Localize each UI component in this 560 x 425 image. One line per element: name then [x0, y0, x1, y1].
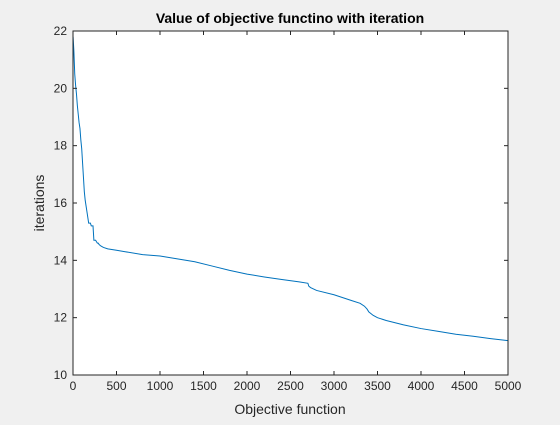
x-tick-label: 500 [106, 379, 126, 393]
plot-area [73, 31, 508, 375]
x-tick-label: 5000 [495, 379, 522, 393]
y-tick-label: 18 [54, 139, 68, 153]
x-tick-label: 1500 [190, 379, 217, 393]
series-line [72, 36, 509, 342]
y-tick-label: 20 [54, 81, 68, 95]
y-tick-label: 14 [54, 253, 68, 267]
y-tick-label: 16 [54, 196, 68, 210]
y-axis-label: iterations [31, 175, 47, 232]
x-tick-label: 0 [70, 379, 77, 393]
y-tick-label: 10 [54, 368, 68, 382]
x-tick-label: 1000 [147, 379, 174, 393]
x-tick-label: 3500 [364, 379, 391, 393]
chart-title: Value of objective functino with iterati… [156, 10, 424, 26]
y-tick-label: 22 [54, 24, 68, 38]
x-tick-label: 2500 [277, 379, 304, 393]
x-tick-label: 3000 [321, 379, 348, 393]
y-tick-label: 12 [54, 311, 68, 325]
x-tick-label: 2000 [234, 379, 261, 393]
x-axis-label: Objective function [234, 401, 345, 417]
x-tick-label: 4500 [451, 379, 478, 393]
x-tick-label: 4000 [408, 379, 435, 393]
axis-ticks: 0 500 1000 1500 2000 2500 3000 3500 4000 4500 5000… [54, 24, 522, 393]
